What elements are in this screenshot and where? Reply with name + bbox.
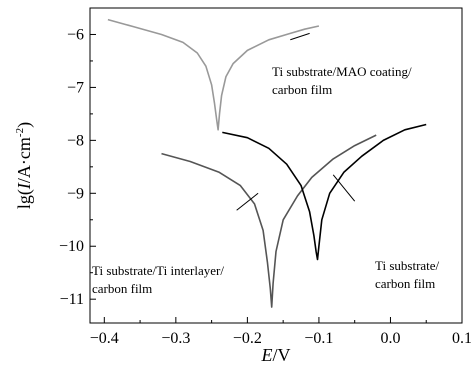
y-tick-label: −11 (60, 291, 84, 308)
y-tick-label: −9 (67, 185, 84, 202)
y-axis: −11 −10 −9 −8 −7 −6 (59, 7, 96, 308)
y-tick-label: −6 (67, 26, 84, 43)
x-tick-label: −0.4 (90, 330, 119, 347)
series-line-3 (222, 123, 427, 261)
y-axis-label: lg(I/A·cm-2) (14, 122, 35, 209)
annotation-layer: Ti substrate/MAO coating/carbon film Ti s… (92, 32, 440, 296)
x-tick-label: −0.2 (233, 330, 262, 347)
x-tick-label: 0.1 (452, 330, 471, 347)
series-line-1 (107, 18, 320, 131)
series-layer (107, 18, 427, 308)
series-line-2 (161, 134, 377, 308)
x-tick-label: 0.0 (380, 330, 400, 347)
x-tick-label: −0.3 (161, 330, 190, 347)
plot-frame (89, 7, 463, 324)
annotation-leader-1 (290, 32, 310, 41)
y-tick-label: −8 (67, 132, 84, 149)
x-axis: −0.4 −0.3 −0.2 −0.1 0.0 0.1 (90, 317, 471, 347)
annotation-label-3: Ti substrate/carbon film (375, 258, 440, 291)
y-tick-label: −7 (67, 79, 84, 96)
annotation-leader-3 (332, 174, 356, 202)
annotation-leader-2 (236, 192, 259, 211)
plot-area: Ti substrate/MAO coating/carbon film Ti s… (89, 7, 463, 324)
annotation-label-1: Ti substrate/MAO coating/carbon film (272, 64, 412, 97)
y-tick-label: −10 (59, 238, 84, 255)
x-tick-label: −0.1 (304, 330, 333, 347)
x-axis-label: E/V (261, 345, 291, 365)
annotation-label-2: Ti substrate/Ti interlayer/carbon film (92, 263, 224, 296)
